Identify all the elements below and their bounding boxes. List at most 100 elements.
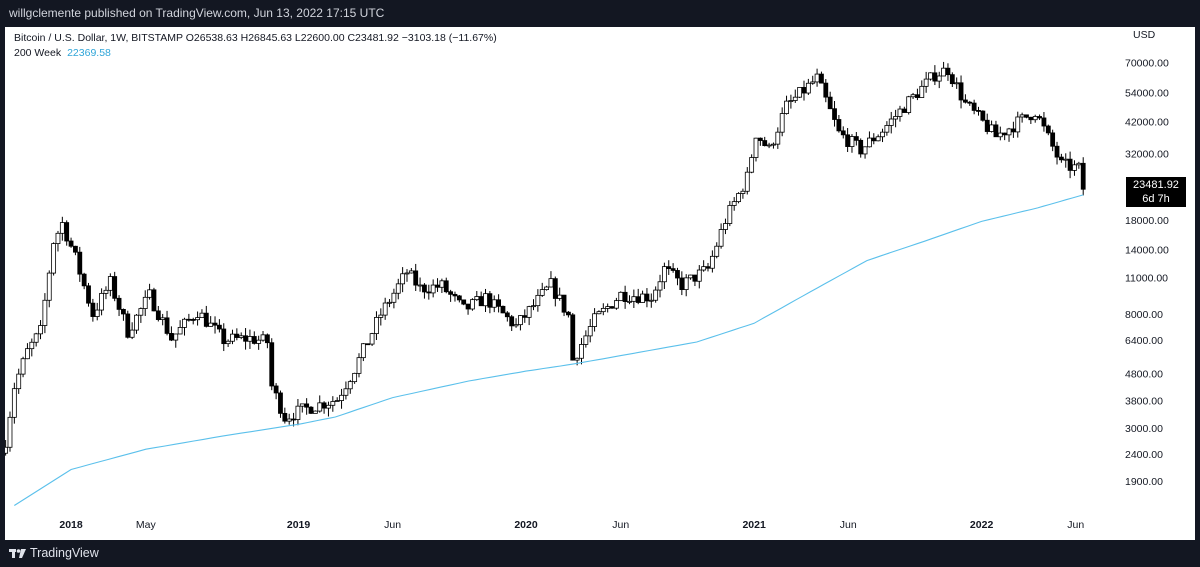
candle-down — [949, 74, 955, 85]
price-axis[interactable]: USD 70000.00 54000.00 42000.00 32000.00 18000… — [1125, 29, 1169, 488]
tradingview-brand[interactable]: TradingView — [30, 546, 99, 560]
candle-up — [709, 255, 715, 269]
candle-down — [819, 73, 824, 84]
candle-down — [963, 99, 968, 103]
candle-down — [112, 276, 118, 299]
candle-down — [216, 324, 222, 330]
candle-up — [749, 157, 755, 173]
bar-countdown: 6d 7h — [1142, 193, 1170, 205]
candle-up — [430, 284, 436, 294]
candle-up — [631, 296, 637, 302]
candle-up — [688, 274, 693, 279]
candle-up — [849, 136, 855, 147]
ma-value: 22369.58 — [67, 47, 111, 59]
candle-down — [169, 333, 174, 341]
candle-up — [103, 289, 109, 294]
candle-up — [483, 293, 488, 307]
candle-up — [339, 394, 344, 401]
candle-up — [989, 124, 994, 132]
candle-down — [762, 140, 768, 147]
tradingview-logo-icon[interactable] — [9, 547, 26, 559]
candle-up — [753, 137, 759, 158]
candle-up — [640, 293, 645, 303]
candle-down — [566, 311, 571, 316]
candle-down — [203, 312, 209, 327]
candle-up — [142, 296, 148, 309]
candle-down — [509, 316, 515, 327]
candle-down — [622, 291, 628, 302]
candle-up — [138, 308, 144, 316]
candle-down — [465, 303, 471, 310]
candles-layer — [5, 61, 1086, 456]
candle-up — [788, 100, 794, 102]
candle-up — [574, 357, 580, 361]
time-axis[interactable]: 2018 May 2019 Jun 2020 Jun 2021 Jun 2022 Jun — [59, 519, 1084, 531]
price-tick-label: 6400.00 — [1125, 335, 1163, 347]
candle-up — [792, 96, 798, 101]
candle-down — [86, 285, 91, 304]
candle-down — [81, 273, 87, 287]
ma-label: 200 Week — [14, 47, 62, 59]
candle-down — [832, 108, 837, 120]
candle-down — [151, 289, 157, 312]
candle-up — [439, 280, 445, 288]
candle-down — [90, 302, 96, 317]
candle-down — [993, 124, 999, 138]
candle-up — [723, 223, 728, 230]
price-chart[interactable]: USD 70000.00 54000.00 42000.00 32000.00 18000… — [5, 27, 1195, 540]
candle-up — [718, 229, 724, 247]
candle-up — [177, 327, 183, 335]
candle-down — [823, 82, 829, 98]
candle-down — [840, 130, 846, 136]
candle-down — [967, 101, 973, 104]
candle-up — [474, 296, 480, 301]
candle-down — [561, 294, 567, 313]
candle-down — [68, 240, 74, 247]
candle-down — [635, 296, 641, 303]
price-tick-label: 70000.00 — [1125, 57, 1169, 69]
candle-up — [382, 302, 388, 316]
candle-down — [365, 343, 371, 346]
candle-down — [155, 310, 161, 320]
candle-up — [1019, 114, 1025, 118]
candle-up — [627, 300, 632, 303]
candle-down — [121, 308, 126, 315]
candle-up — [225, 340, 231, 345]
candle-up — [731, 201, 737, 206]
candle-up — [260, 334, 266, 341]
candle-up — [1063, 158, 1069, 161]
candle-down — [915, 94, 920, 98]
candle-up — [173, 333, 179, 341]
candle-up — [526, 306, 532, 318]
chart-panel[interactable]: USD 70000.00 54000.00 42000.00 32000.00 18000… — [5, 27, 1195, 540]
candle-up — [408, 270, 414, 274]
candle-up — [238, 335, 244, 338]
candle-up — [391, 292, 397, 303]
candle-down — [448, 291, 454, 295]
price-tick-label: 1900.00 — [1125, 476, 1163, 488]
candle-up — [997, 132, 1003, 138]
candle-down — [1024, 114, 1029, 118]
candle-down — [243, 335, 248, 342]
candle-down — [932, 72, 938, 82]
candle-up — [897, 108, 903, 117]
candle-up — [814, 73, 820, 83]
candle-up — [531, 305, 536, 308]
candle-up — [928, 72, 933, 80]
candle-up — [557, 294, 563, 299]
candle-up — [618, 291, 624, 302]
price-tick-label: 54000.00 — [1125, 88, 1169, 100]
footer-bar: TradingView — [0, 540, 1200, 567]
candle-up — [736, 193, 741, 203]
candle-down — [609, 306, 615, 309]
candle-down — [675, 270, 680, 279]
candle-up — [862, 146, 868, 155]
candle-up — [195, 317, 200, 321]
time-tick-label: Jun — [840, 519, 857, 531]
candle-down — [116, 297, 122, 310]
candle-down — [980, 110, 986, 121]
candle-down — [945, 67, 951, 76]
candle-up — [779, 113, 785, 133]
time-tick-label: 2022 — [970, 519, 994, 531]
candle-up — [1032, 116, 1038, 121]
